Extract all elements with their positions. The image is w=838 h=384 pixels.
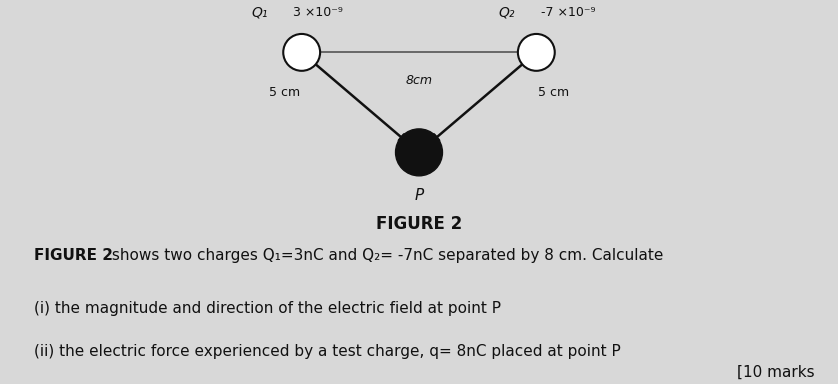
Text: Q₁: Q₁ xyxy=(251,5,268,19)
Text: (ii) the electric force experienced by a test charge, q= 8nC placed at point P: (ii) the electric force experienced by a… xyxy=(34,344,620,359)
Ellipse shape xyxy=(396,129,442,176)
Ellipse shape xyxy=(283,34,320,71)
Text: 5 cm: 5 cm xyxy=(537,86,569,99)
Text: FIGURE 2: FIGURE 2 xyxy=(34,248,112,263)
Text: 8cm: 8cm xyxy=(406,74,432,87)
Text: Q₂: Q₂ xyxy=(499,5,515,19)
Text: 3 ×10⁻⁹: 3 ×10⁻⁹ xyxy=(293,6,344,19)
Text: [10 marks: [10 marks xyxy=(737,365,815,380)
Text: 5 cm: 5 cm xyxy=(269,86,301,99)
Text: FIGURE 2: FIGURE 2 xyxy=(376,215,462,233)
Text: (i) the magnitude and direction of the electric field at point P: (i) the magnitude and direction of the e… xyxy=(34,301,500,316)
Text: P: P xyxy=(414,188,424,203)
Text: shows two charges Q₁=3nC and Q₂= -7nC separated by 8 cm. Calculate: shows two charges Q₁=3nC and Q₂= -7nC se… xyxy=(107,248,664,263)
Text: -7 ×10⁻⁹: -7 ×10⁻⁹ xyxy=(541,6,595,19)
Ellipse shape xyxy=(518,34,555,71)
